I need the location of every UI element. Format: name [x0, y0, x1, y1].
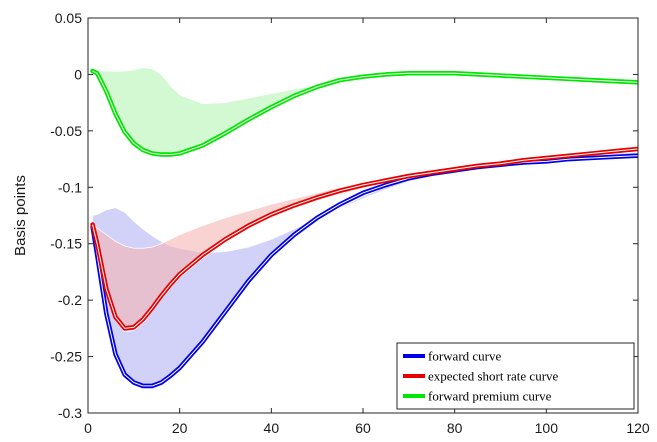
y-tick-label: -0.15 [50, 236, 82, 252]
y-tick-label: -0.1 [58, 179, 82, 195]
x-tick-label: 60 [355, 420, 371, 436]
legend-label: forward curve [428, 349, 501, 364]
x-tick-label: 20 [172, 420, 188, 436]
y-tick-label: 0.05 [55, 10, 82, 26]
series-lines [90, 68, 638, 389]
expected-short-rate-curve-line-highlight [92, 148, 638, 329]
forward-premium-curve-line-highlight [92, 70, 638, 156]
x-tick-label: 80 [447, 420, 463, 436]
x-tick-label: 100 [535, 420, 559, 436]
legend-label: expected short rate curve [428, 369, 559, 384]
y-tick-label: -0.05 [50, 123, 82, 139]
y-tick-label: -0.2 [58, 292, 82, 308]
y-axis-label: Basis points [12, 175, 29, 256]
y-tick-label: -0.3 [58, 405, 82, 421]
legend: forward curve expected short rate curve fo… [396, 342, 635, 410]
forward-premium-curve-band [92, 67, 638, 158]
confidence-bands [92, 67, 638, 390]
legend-box [396, 342, 635, 410]
y-tick-label: -0.25 [50, 349, 82, 365]
x-tick-label: 120 [626, 420, 650, 436]
x-tick-label: 0 [84, 420, 92, 436]
legend-label: forward premium curve [428, 389, 552, 404]
x-tick-label: 40 [264, 420, 280, 436]
axis-ticks: 0 20 40 60 80 100 120 -0.3 -0.25 -0.2 -0.15 -0.1 -0.… [50, 10, 650, 436]
y-tick-label: 0 [74, 66, 82, 82]
